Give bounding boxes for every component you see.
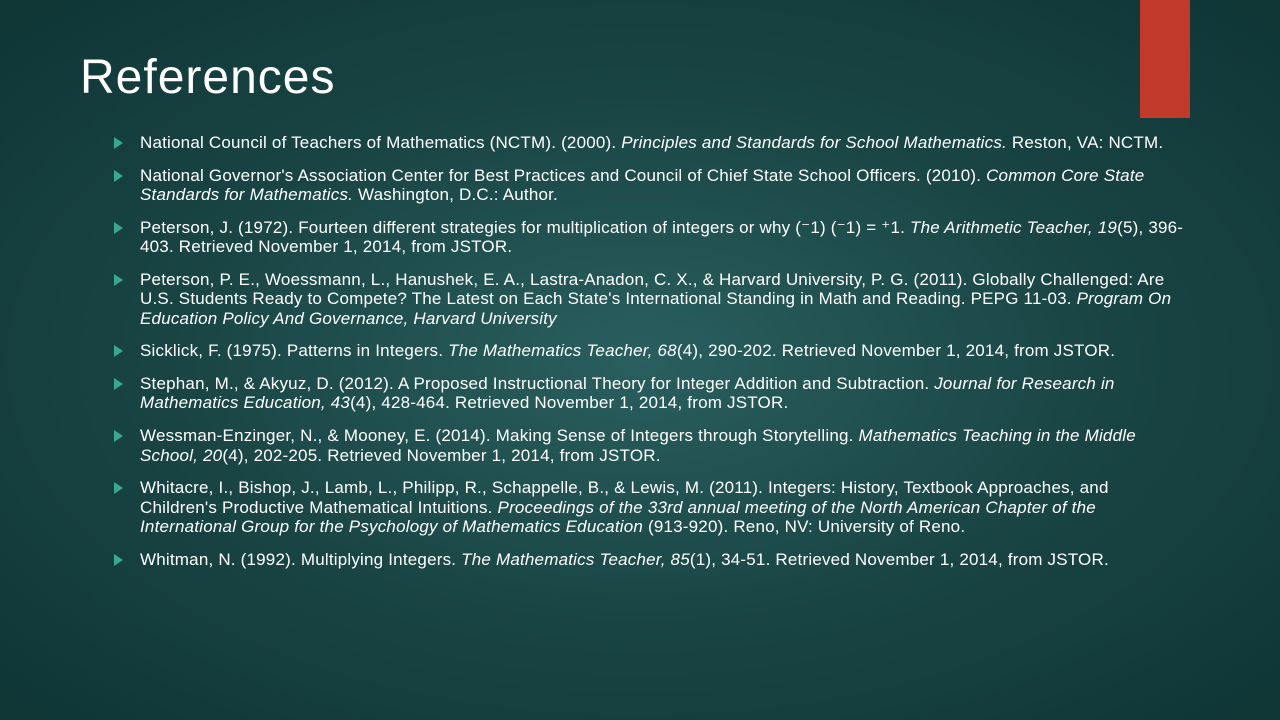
ref-text-post: Washington, D.C.: Author. bbox=[353, 185, 558, 204]
references-list: National Council of Teachers of Mathemat… bbox=[80, 133, 1200, 569]
ref-text-pre: National Governor's Association Center f… bbox=[140, 166, 986, 185]
reference-item: Sicklick, F. (1975). Patterns in Integer… bbox=[140, 341, 1200, 361]
ref-text-pre: Peterson, J. (1972). Fourteen different … bbox=[140, 218, 910, 237]
ref-text-italic: Principles and Standards for School Math… bbox=[621, 133, 1007, 152]
reference-item: Peterson, J. (1972). Fourteen different … bbox=[140, 218, 1200, 257]
reference-item: Whitman, N. (1992). Multiplying Integers… bbox=[140, 550, 1200, 570]
ref-text-pre: Whitman, N. (1992). Multiplying Integers… bbox=[140, 550, 461, 569]
ref-text-italic: The Arithmetic Teacher, 19 bbox=[910, 218, 1117, 237]
ref-text-pre: Wessman-Enzinger, N., & Mooney, E. (2014… bbox=[140, 426, 859, 445]
accent-bar bbox=[1140, 0, 1190, 118]
ref-text-pre: Peterson, P. E., Woessmann, L., Hanushek… bbox=[140, 270, 1164, 309]
page-title: References bbox=[80, 50, 1200, 105]
ref-text-italic: The Mathematics Teacher, 68 bbox=[448, 341, 677, 360]
reference-item: Peterson, P. E., Woessmann, L., Hanushek… bbox=[140, 270, 1200, 329]
ref-text-post: (4), 202-205. Retrieved November 1, 2014… bbox=[222, 446, 660, 465]
ref-text-post: (4), 290-202. Retrieved November 1, 2014… bbox=[677, 341, 1115, 360]
reference-item: Wessman-Enzinger, N., & Mooney, E. (2014… bbox=[140, 426, 1200, 465]
slide-content: References National Council of Teachers … bbox=[0, 0, 1280, 612]
reference-item: Stephan, M., & Akyuz, D. (2012). A Propo… bbox=[140, 374, 1200, 413]
reference-item: National Governor's Association Center f… bbox=[140, 166, 1200, 205]
reference-item: National Council of Teachers of Mathemat… bbox=[140, 133, 1200, 153]
ref-text-post: (1), 34-51. Retrieved November 1, 2014, … bbox=[690, 550, 1109, 569]
ref-text-pre: Stephan, M., & Akyuz, D. (2012). A Propo… bbox=[140, 374, 934, 393]
ref-text-post: (913-920). Reno, NV: University of Reno. bbox=[643, 517, 965, 536]
ref-text-post: Reston, VA: NCTM. bbox=[1007, 133, 1163, 152]
ref-text-post: (4), 428-464. Retrieved November 1, 2014… bbox=[350, 393, 788, 412]
ref-text-italic: The Mathematics Teacher, 85 bbox=[461, 550, 690, 569]
ref-text-pre: National Council of Teachers of Mathemat… bbox=[140, 133, 621, 152]
reference-item: Whitacre, I., Bishop, J., Lamb, L., Phil… bbox=[140, 478, 1200, 537]
ref-text-pre: Sicklick, F. (1975). Patterns in Integer… bbox=[140, 341, 448, 360]
